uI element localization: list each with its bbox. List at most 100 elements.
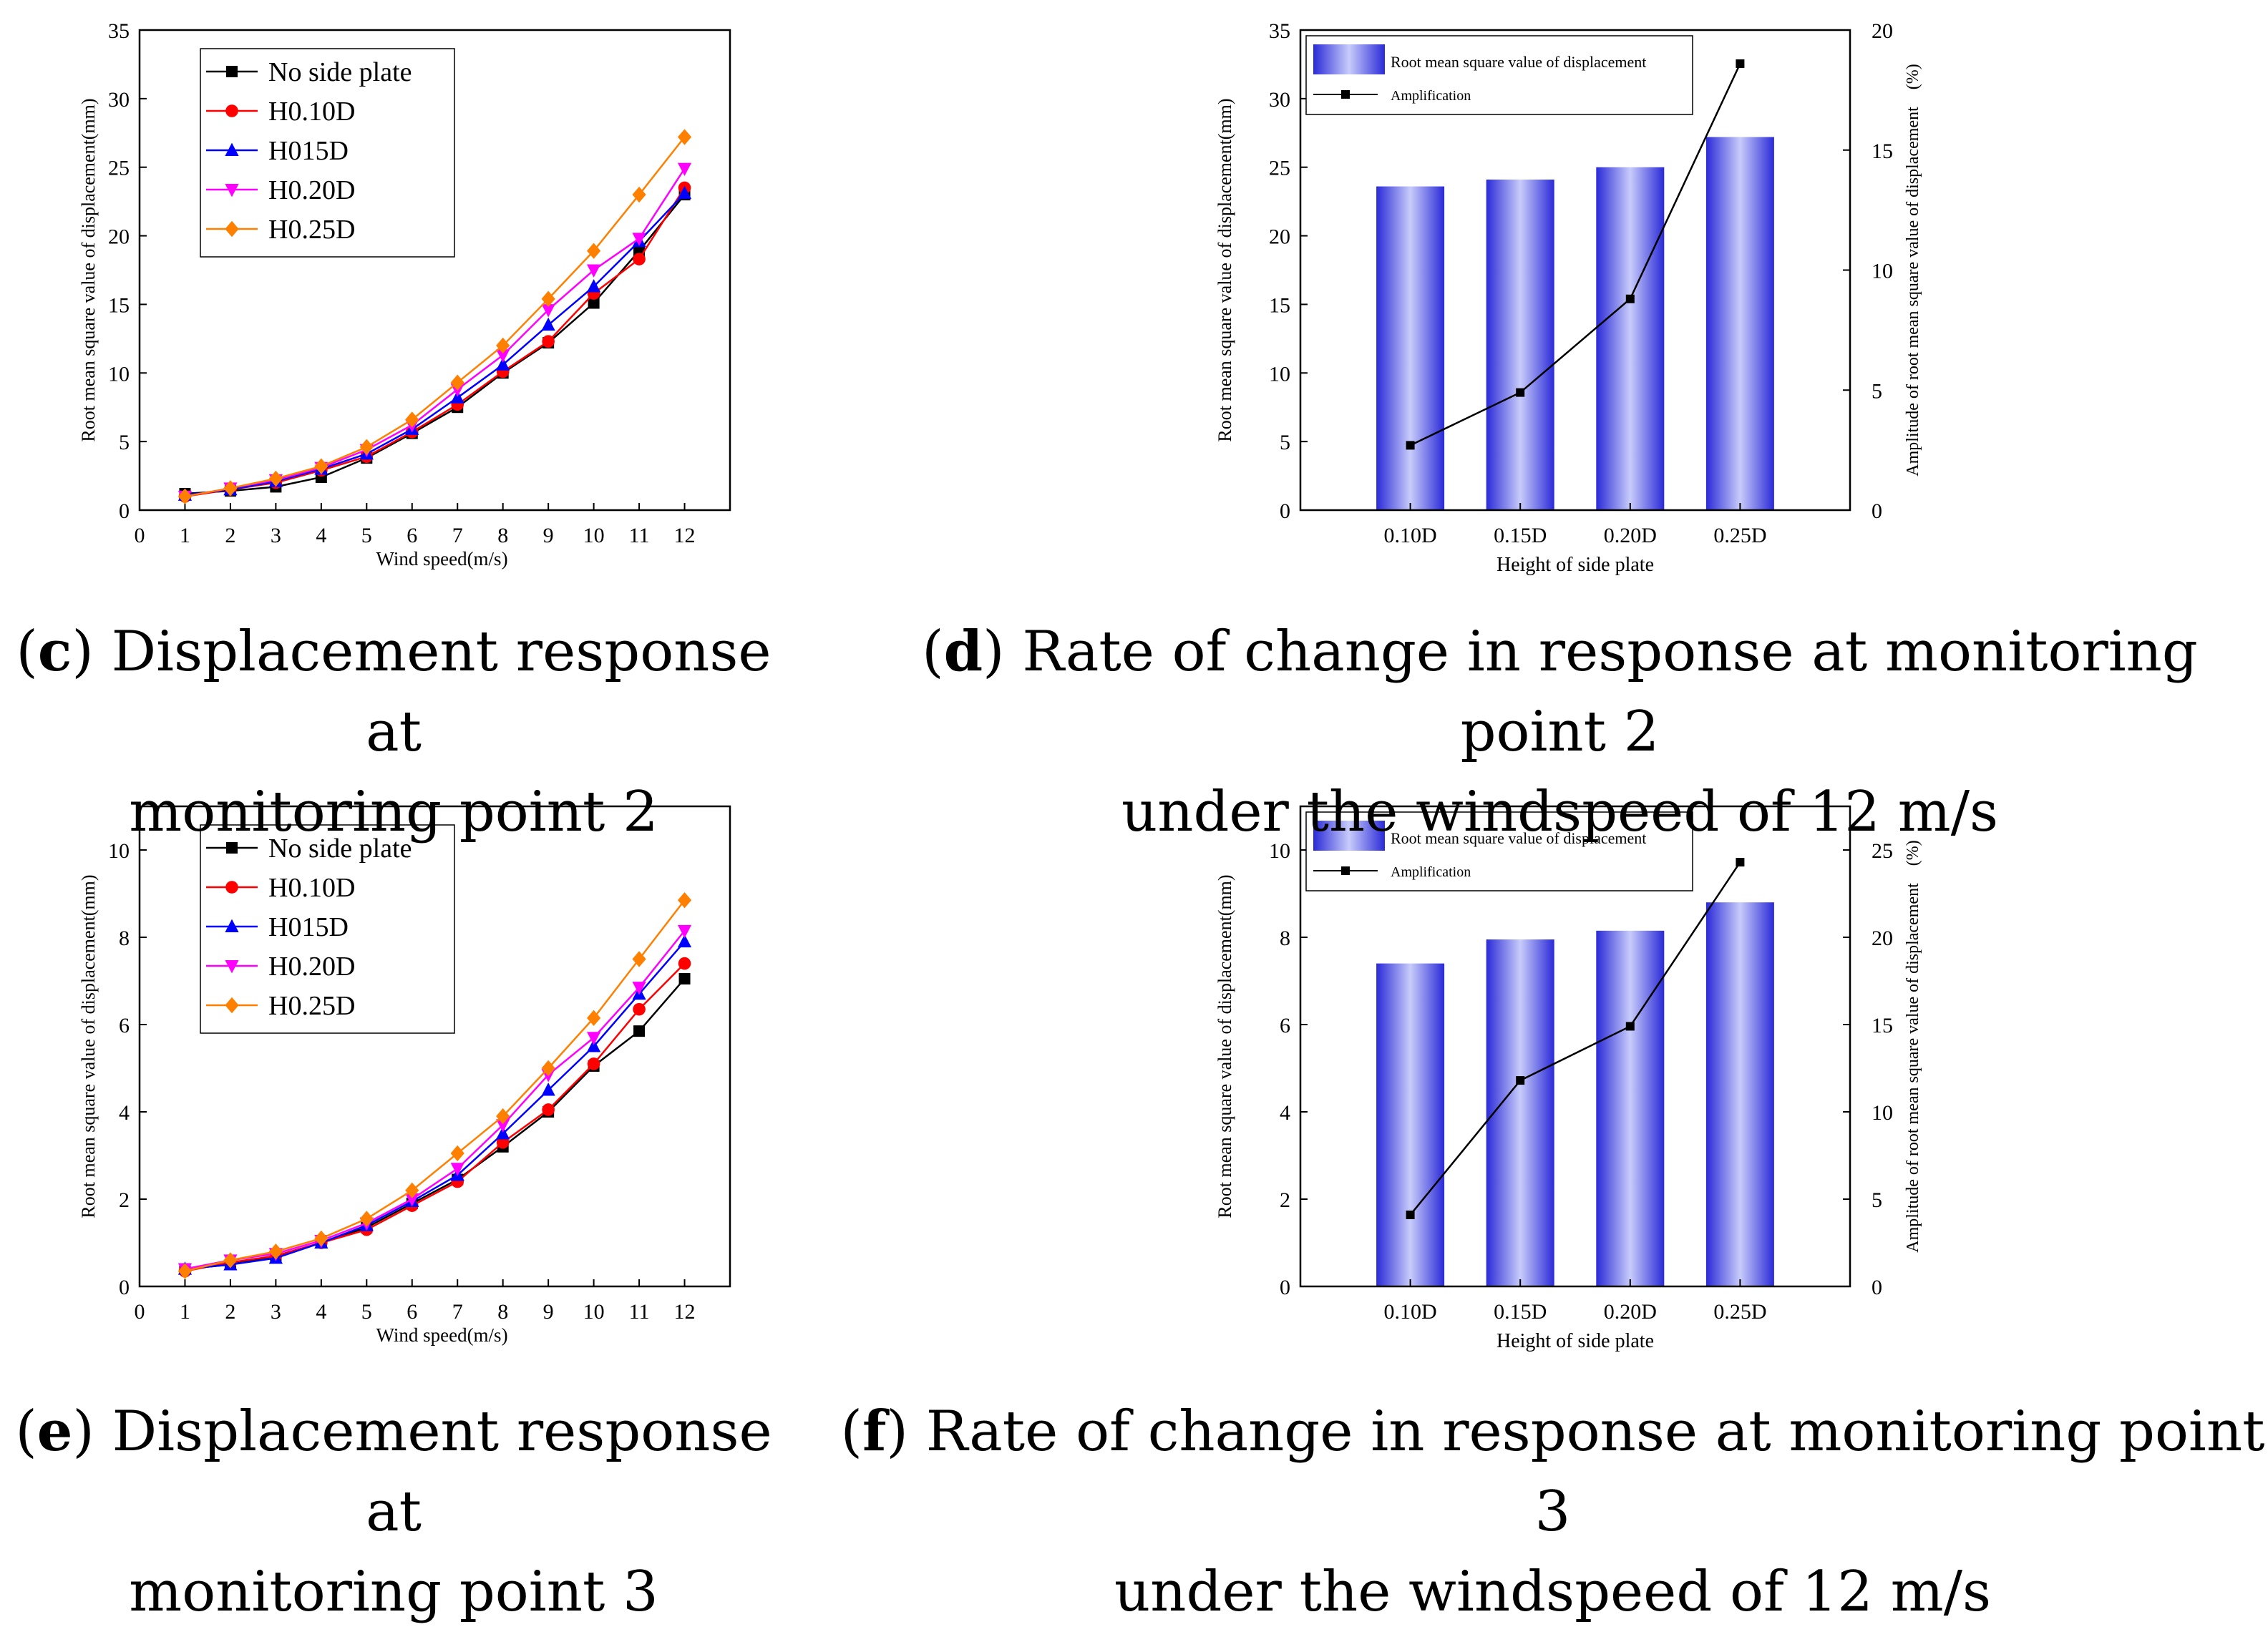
series-H0.25D (177, 129, 692, 505)
data-point (541, 1083, 555, 1096)
data-point (677, 924, 692, 939)
y2-axis-label: Amplitude of root mean square value of d… (1904, 64, 1922, 476)
y-tick-label: 6 (1280, 1014, 1290, 1037)
y-tick-label: 6 (119, 1014, 130, 1037)
x-tick-label: 0.15D (1494, 1300, 1547, 1324)
data-point (587, 1010, 601, 1027)
x-tick-label: 3 (271, 1300, 281, 1324)
y-tick-label: 4 (1280, 1101, 1290, 1125)
x-tick-label: 4 (316, 1300, 326, 1324)
y-tick-label: 20 (1269, 225, 1290, 249)
data-point (496, 357, 510, 371)
y-tick-label: 2 (119, 1188, 130, 1212)
series-line (185, 167, 686, 498)
data-point (678, 957, 691, 970)
data-point (405, 1182, 419, 1198)
amplification-point (1625, 294, 1635, 303)
legend-label: H0.10D (268, 873, 355, 903)
x-tick-label: 6 (407, 1300, 417, 1324)
amplification-point (1406, 441, 1415, 450)
x-tick-label: 4 (316, 524, 326, 547)
series-H0.25D (177, 891, 692, 1279)
y-axis-label: Root mean square value of displacement(m… (78, 98, 99, 441)
x-tick-label: 2 (225, 524, 235, 547)
y-tick-label: 20 (108, 225, 130, 249)
caption-f: (f) Rate of change in response at monito… (837, 1392, 2268, 1632)
x-tick-label: 0.25D (1713, 524, 1766, 547)
caption-c-line1: ) Displacement response at (72, 620, 772, 764)
caption-e-letter: e (36, 1399, 73, 1464)
y-tick-label: 35 (108, 19, 130, 43)
x-tick-label: 7 (452, 524, 463, 547)
caption-d: (d) Rate of change in response at monito… (852, 612, 2268, 852)
caption-c-letter: c (37, 619, 72, 684)
data-point (587, 264, 601, 278)
y-tick-label: 30 (108, 88, 130, 112)
x-axis-label: Wind speed(m/s) (376, 548, 507, 570)
x-tick-label: 1 (180, 1300, 190, 1324)
x-tick-label: 5 (361, 524, 372, 547)
legend-bar-label: Root mean square value of displacement (1391, 53, 1646, 71)
y-tick-label: 25 (108, 157, 130, 180)
y-tick-label: 10 (1269, 839, 1290, 863)
legend-marker (225, 104, 238, 117)
data-point (541, 317, 555, 331)
y2-tick-label: 5 (1872, 379, 1882, 403)
caption-c-line2: monitoring point 2 (129, 780, 658, 844)
plot-frame (138, 29, 731, 512)
y-axis-label: Root mean square value of displacement(m… (1215, 874, 1235, 1218)
data-point (177, 1263, 193, 1279)
legend-box (200, 824, 455, 1034)
data-point (677, 162, 692, 177)
data-point (633, 1002, 646, 1016)
caption-d-line2: under the windspeed of 12 m/s (1121, 780, 1998, 844)
y2-tick-label: 25 (1872, 839, 1893, 863)
legend-marker (225, 220, 239, 238)
caption-e: (e) Displacement response at monitoring … (0, 1392, 787, 1632)
legend-marker (225, 960, 239, 974)
legend-label: H0.25D (268, 215, 355, 245)
series-line (185, 962, 686, 1272)
x-tick-label: 0.10D (1384, 524, 1437, 547)
legend-bar-swatch (1313, 821, 1385, 851)
bar (1486, 939, 1554, 1286)
data-point (223, 1252, 238, 1269)
data-point (587, 243, 601, 259)
legend-label: H0.10D (268, 97, 355, 127)
data-point (677, 129, 692, 145)
y-tick-label: 0 (119, 499, 130, 523)
caption-c: (c) Displacement response at monitoring … (0, 612, 787, 852)
legend-label: H015D (268, 912, 349, 942)
amplification-point (1516, 1076, 1525, 1085)
legend-label: No side plate (268, 57, 412, 87)
y-tick-label: 15 (1269, 293, 1290, 317)
y-axis-label: Root mean square value of displacement(m… (1215, 98, 1235, 441)
data-point (632, 233, 646, 246)
legend-label: H0.20D (268, 175, 355, 205)
amplification-point (1736, 59, 1745, 68)
bar (1596, 167, 1665, 510)
y2-tick-label: 0 (1872, 1276, 1882, 1299)
data-point (450, 374, 464, 391)
x-tick-label: 0 (135, 524, 145, 547)
x-tick-label: 11 (629, 524, 650, 547)
bar (1596, 930, 1665, 1286)
legend-line-label: Amplification (1391, 88, 1471, 104)
legend-marker (226, 66, 238, 77)
y-tick-label: 10 (108, 839, 130, 863)
y-tick-label: 10 (1269, 362, 1290, 386)
legend-label: No side plate (268, 834, 412, 864)
x-axis-label: Height of side plate (1496, 1330, 1654, 1352)
series-line (185, 192, 686, 497)
y2-tick-label: 0 (1872, 499, 1882, 523)
legend-label: H0.20D (268, 952, 355, 982)
data-point (632, 951, 646, 967)
data-point (405, 411, 419, 428)
data-point (633, 1025, 646, 1037)
x-tick-label: 0.20D (1604, 1300, 1657, 1324)
data-point (541, 290, 555, 307)
legend-marker (225, 184, 239, 197)
y-tick-label: 35 (1269, 19, 1290, 43)
data-point (314, 458, 328, 474)
